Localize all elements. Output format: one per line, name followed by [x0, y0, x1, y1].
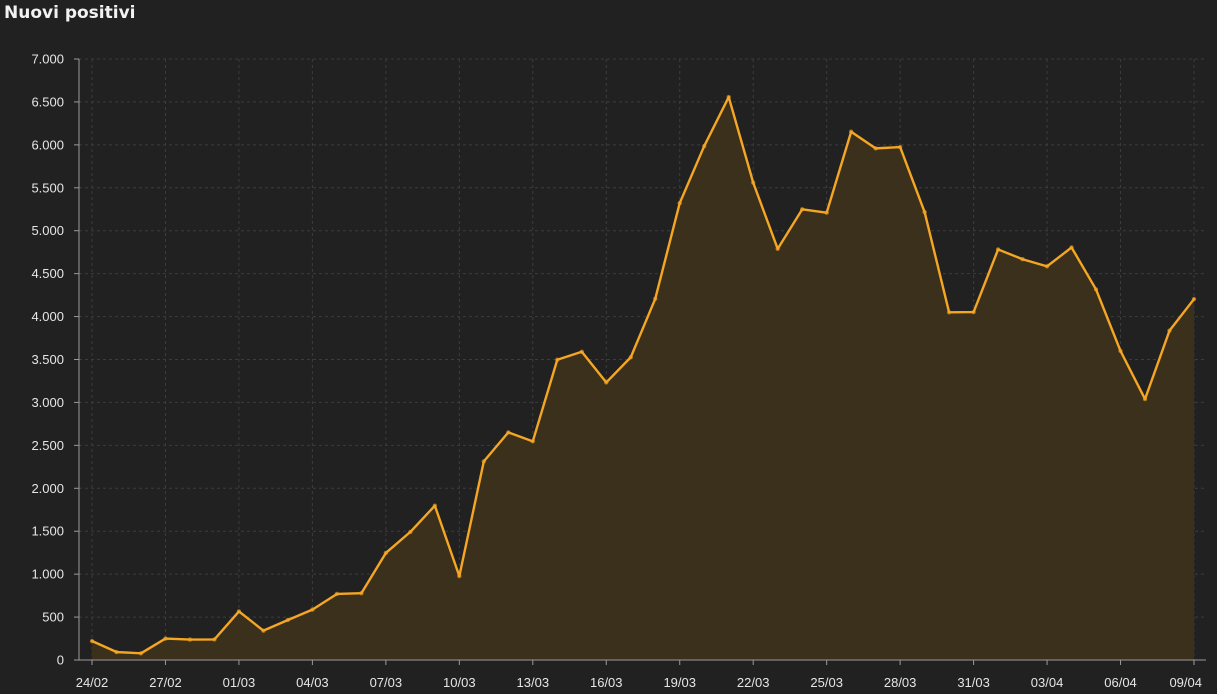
data-point — [383, 550, 389, 556]
y-tick-label: 1.500 — [31, 524, 64, 539]
area-path — [92, 97, 1194, 660]
data-point — [604, 380, 609, 385]
data-point — [334, 591, 340, 597]
data-point — [995, 247, 1001, 252]
series-polyline — [90, 95, 1196, 655]
x-tick-label: 24/02 — [76, 675, 109, 690]
x-tick-label: 13/03 — [517, 675, 550, 690]
x-tick-label: 07/03 — [370, 675, 403, 690]
data-point — [726, 94, 731, 100]
x-tick-label: 04/03 — [296, 675, 329, 690]
y-tick-labels: 0 500 1.000 1.500 2.000 2.500 3.000 3.500 4.000 4… — [31, 52, 64, 668]
data-point — [212, 637, 217, 642]
x-tick-label: 09/04 — [1169, 675, 1202, 690]
y-tick-label: 1.000 — [31, 567, 64, 582]
data-point — [285, 617, 291, 623]
data-point — [1020, 257, 1025, 262]
y-tick-label: 3.500 — [31, 352, 64, 367]
x-tick-label: 28/03 — [884, 675, 917, 690]
data-point — [1167, 328, 1172, 333]
y-tick-label: 500 — [42, 610, 64, 625]
data-point — [89, 638, 95, 644]
y-tick-label: 5.000 — [31, 223, 64, 238]
data-point — [751, 180, 756, 185]
x-tick-label: 27/02 — [149, 675, 182, 690]
series-line — [90, 95, 1196, 655]
data-point — [236, 609, 242, 614]
y-tick-label: 5.500 — [31, 180, 64, 195]
x-tick-label: 03/04 — [1031, 675, 1064, 690]
data-point — [848, 129, 854, 134]
data-point — [922, 209, 927, 215]
data-point — [187, 637, 193, 642]
y-tick-label: 6.000 — [31, 137, 64, 152]
y-tick-label: 4.500 — [31, 266, 64, 281]
data-point — [310, 607, 315, 612]
data-point — [138, 651, 144, 656]
x-tick-label: 19/03 — [663, 675, 696, 690]
data-point — [1142, 396, 1148, 402]
data-point — [946, 310, 952, 315]
data-point — [114, 649, 119, 655]
data-point — [873, 146, 878, 151]
x-tick-label: 31/03 — [957, 675, 990, 690]
data-point — [432, 503, 438, 508]
y-tick-label: 4.000 — [31, 309, 64, 324]
data-point — [163, 636, 168, 641]
data-point — [408, 529, 413, 535]
data-points — [89, 94, 1197, 656]
data-point — [1093, 287, 1099, 292]
data-point — [261, 628, 266, 633]
data-point — [628, 355, 633, 360]
data-point — [1191, 296, 1197, 302]
data-point — [971, 309, 976, 315]
x-tick-label: 06/04 — [1104, 675, 1137, 690]
data-point — [1044, 264, 1050, 269]
data-point — [677, 200, 682, 206]
y-tick-label: 2.000 — [31, 481, 64, 496]
data-point — [897, 144, 903, 150]
data-point — [457, 573, 462, 579]
data-point — [481, 459, 487, 464]
data-point — [506, 430, 511, 435]
y-tick-label: 0 — [57, 653, 64, 668]
x-tick-label: 01/03 — [223, 675, 256, 690]
data-point — [702, 143, 707, 149]
data-point — [555, 357, 560, 362]
data-point — [799, 207, 805, 212]
data-point — [1069, 245, 1074, 250]
axes — [74, 58, 1206, 665]
data-point — [1118, 348, 1123, 354]
data-point — [775, 246, 780, 252]
data-point — [530, 439, 535, 444]
x-tick-label: 10/03 — [443, 675, 476, 690]
y-tick-label: 7.000 — [31, 52, 64, 67]
data-point — [653, 296, 658, 301]
data-point — [824, 210, 829, 215]
x-tick-label: 22/03 — [737, 675, 770, 690]
chart-title: Nuovi positivi — [4, 3, 136, 23]
x-tick-labels: 24/02 27/02 01/03 04/03 07/03 10/03 13/03 16/03… — [76, 675, 1202, 690]
y-tick-label: 2.500 — [31, 438, 64, 453]
y-tick-label: 3.000 — [31, 395, 64, 410]
x-tick-label: 25/03 — [810, 675, 843, 690]
y-tick-label: 6.500 — [31, 94, 64, 109]
x-tick-label: 16/03 — [590, 675, 623, 690]
data-point — [359, 591, 364, 596]
data-point — [579, 349, 584, 354]
area-fill — [92, 97, 1194, 660]
